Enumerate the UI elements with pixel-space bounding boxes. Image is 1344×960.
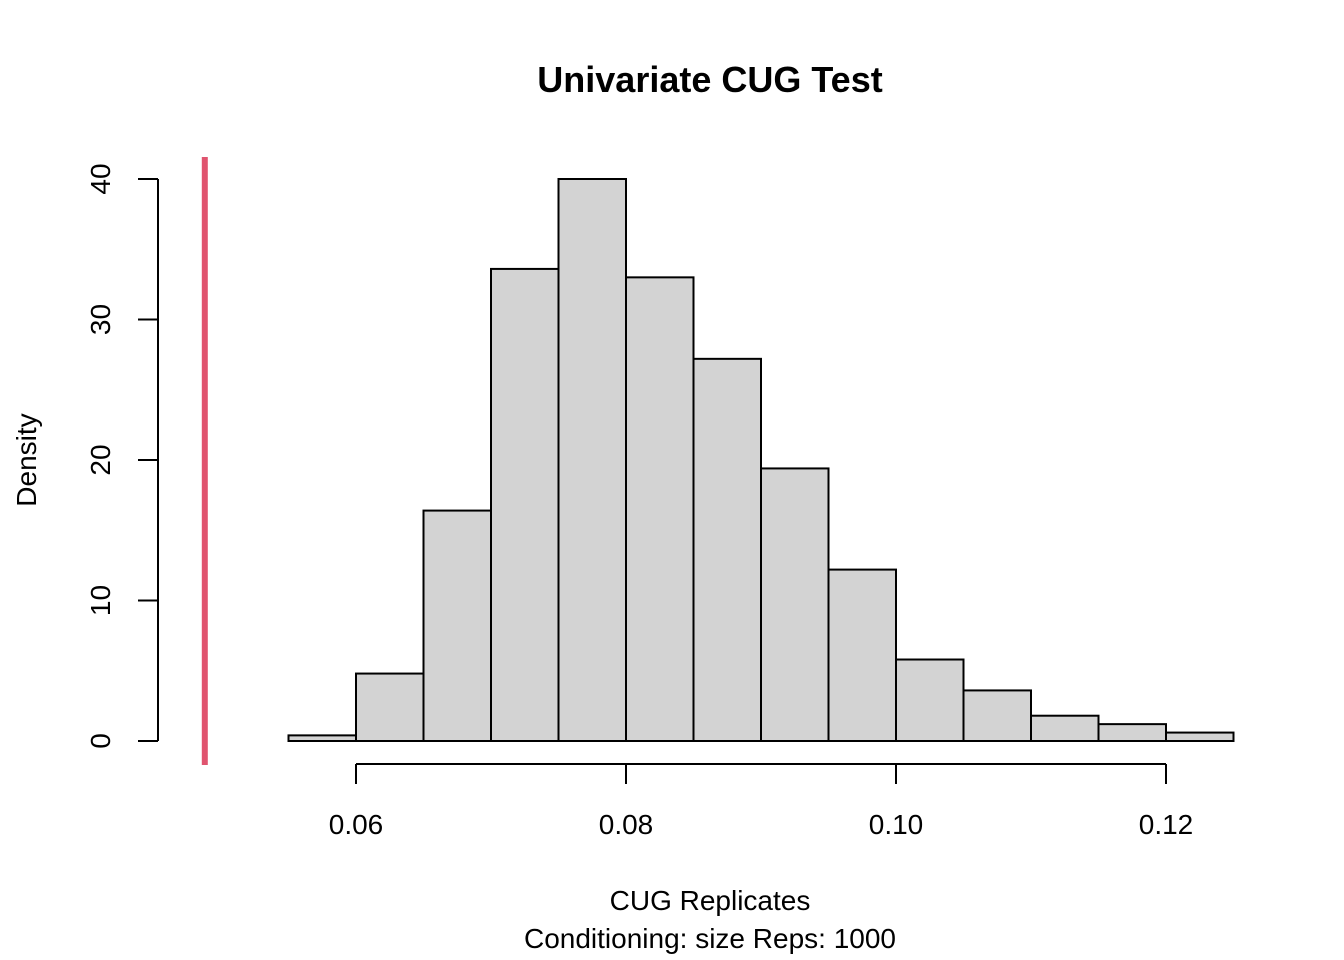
histogram-bar-4 xyxy=(557,178,627,742)
histogram-bar-6 xyxy=(692,357,762,742)
y-axis: 0 10 20 30 40 xyxy=(85,163,159,749)
chart-title: Univariate CUG Test xyxy=(537,59,882,100)
histogram-bar-10 xyxy=(962,689,1032,742)
histogram-bar-11 xyxy=(1030,714,1100,743)
x-tick-label: 0.10 xyxy=(869,809,924,840)
histogram-bar-3 xyxy=(490,267,560,742)
x-axis-subtitle: Conditioning: size Reps: 1000 xyxy=(524,923,896,954)
histogram-bar-1 xyxy=(355,672,425,742)
x-tick-label: 0.06 xyxy=(329,809,384,840)
histogram-bar-7 xyxy=(760,467,830,742)
histogram-bar-5 xyxy=(625,276,695,742)
y-tick-label: 10 xyxy=(85,585,116,616)
y-axis-label: Density xyxy=(11,413,42,506)
y-tick-label: 30 xyxy=(85,304,116,335)
y-tick-label: 0 xyxy=(85,733,116,749)
histogram-bar-2 xyxy=(422,509,492,742)
histogram-bar-9 xyxy=(895,658,965,743)
y-tick-label: 40 xyxy=(85,163,116,194)
y-tick-label: 20 xyxy=(85,444,116,475)
histogram-bar-0 xyxy=(287,734,357,743)
histogram-bar-13 xyxy=(1165,731,1235,743)
x-axis: 0.06 0.08 0.10 0.12 xyxy=(329,763,1194,840)
x-tick-label: 0.12 xyxy=(1139,809,1194,840)
x-axis-label: CUG Replicates xyxy=(610,885,811,916)
x-tick-label: 0.08 xyxy=(599,809,654,840)
histogram-bars xyxy=(287,178,1235,743)
histogram-bar-12 xyxy=(1097,723,1167,743)
histogram-bar-8 xyxy=(827,568,897,743)
